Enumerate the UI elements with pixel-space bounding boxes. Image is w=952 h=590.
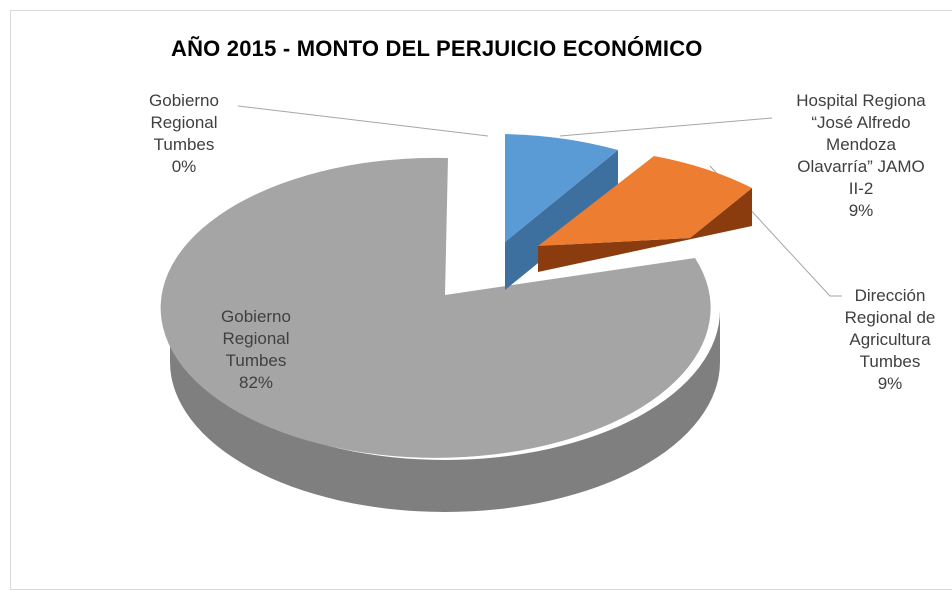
slice-hospital-9-top	[505, 134, 618, 242]
label-value: 0%	[171, 157, 197, 176]
label-gobierno-0: Gobierno Regional Tumbes 0%	[126, 90, 242, 178]
label-line: Tumbes	[859, 352, 921, 371]
chart-title: AÑO 2015 - MONTO DEL PERJUICIO ECONÓMICO	[171, 36, 703, 61]
slice-gobierno-82	[160, 157, 720, 512]
label-line: Hospital Regiona	[796, 91, 926, 110]
label-gobierno-82: Gobierno Regional Tumbes 82%	[196, 306, 316, 394]
leader-line-hospital	[559, 117, 773, 137]
slice-direccion-9-top	[538, 156, 752, 246]
label-line: Gobierno	[149, 91, 219, 110]
label-line: “José Alfredo	[811, 113, 911, 132]
label-line: Olavarría” JAMO	[797, 157, 925, 176]
label-line: II-2	[848, 179, 874, 198]
label-hospital: Hospital Regiona “José Alfredo Mendoza O…	[770, 90, 952, 222]
label-line: Regional	[222, 329, 290, 348]
slice-hospital-9	[505, 134, 618, 290]
label-direccion: Dirección Regional de Agricultura Tumbes…	[828, 285, 952, 395]
slice-gobierno-82-top	[160, 157, 711, 458]
leader-line-gobierno-0	[237, 105, 489, 137]
label-line: Tumbes	[225, 351, 287, 370]
slice-hospital-9-side	[505, 150, 618, 290]
label-value: 9%	[848, 201, 874, 220]
label-line: Dirección	[854, 286, 926, 305]
label-line: Mendoza	[826, 135, 896, 154]
label-line: Regional de	[844, 308, 936, 327]
slice-direccion-9-side	[538, 188, 752, 272]
label-line: Regional	[150, 113, 218, 132]
label-line: Gobierno	[221, 307, 291, 326]
label-line: Agricultura	[849, 330, 931, 349]
slice-gobierno-82-side	[170, 310, 720, 512]
label-line: Tumbes	[153, 135, 215, 154]
label-value: 82%	[238, 373, 274, 392]
label-value: 9%	[877, 374, 903, 393]
slice-direccion-9	[538, 156, 752, 272]
